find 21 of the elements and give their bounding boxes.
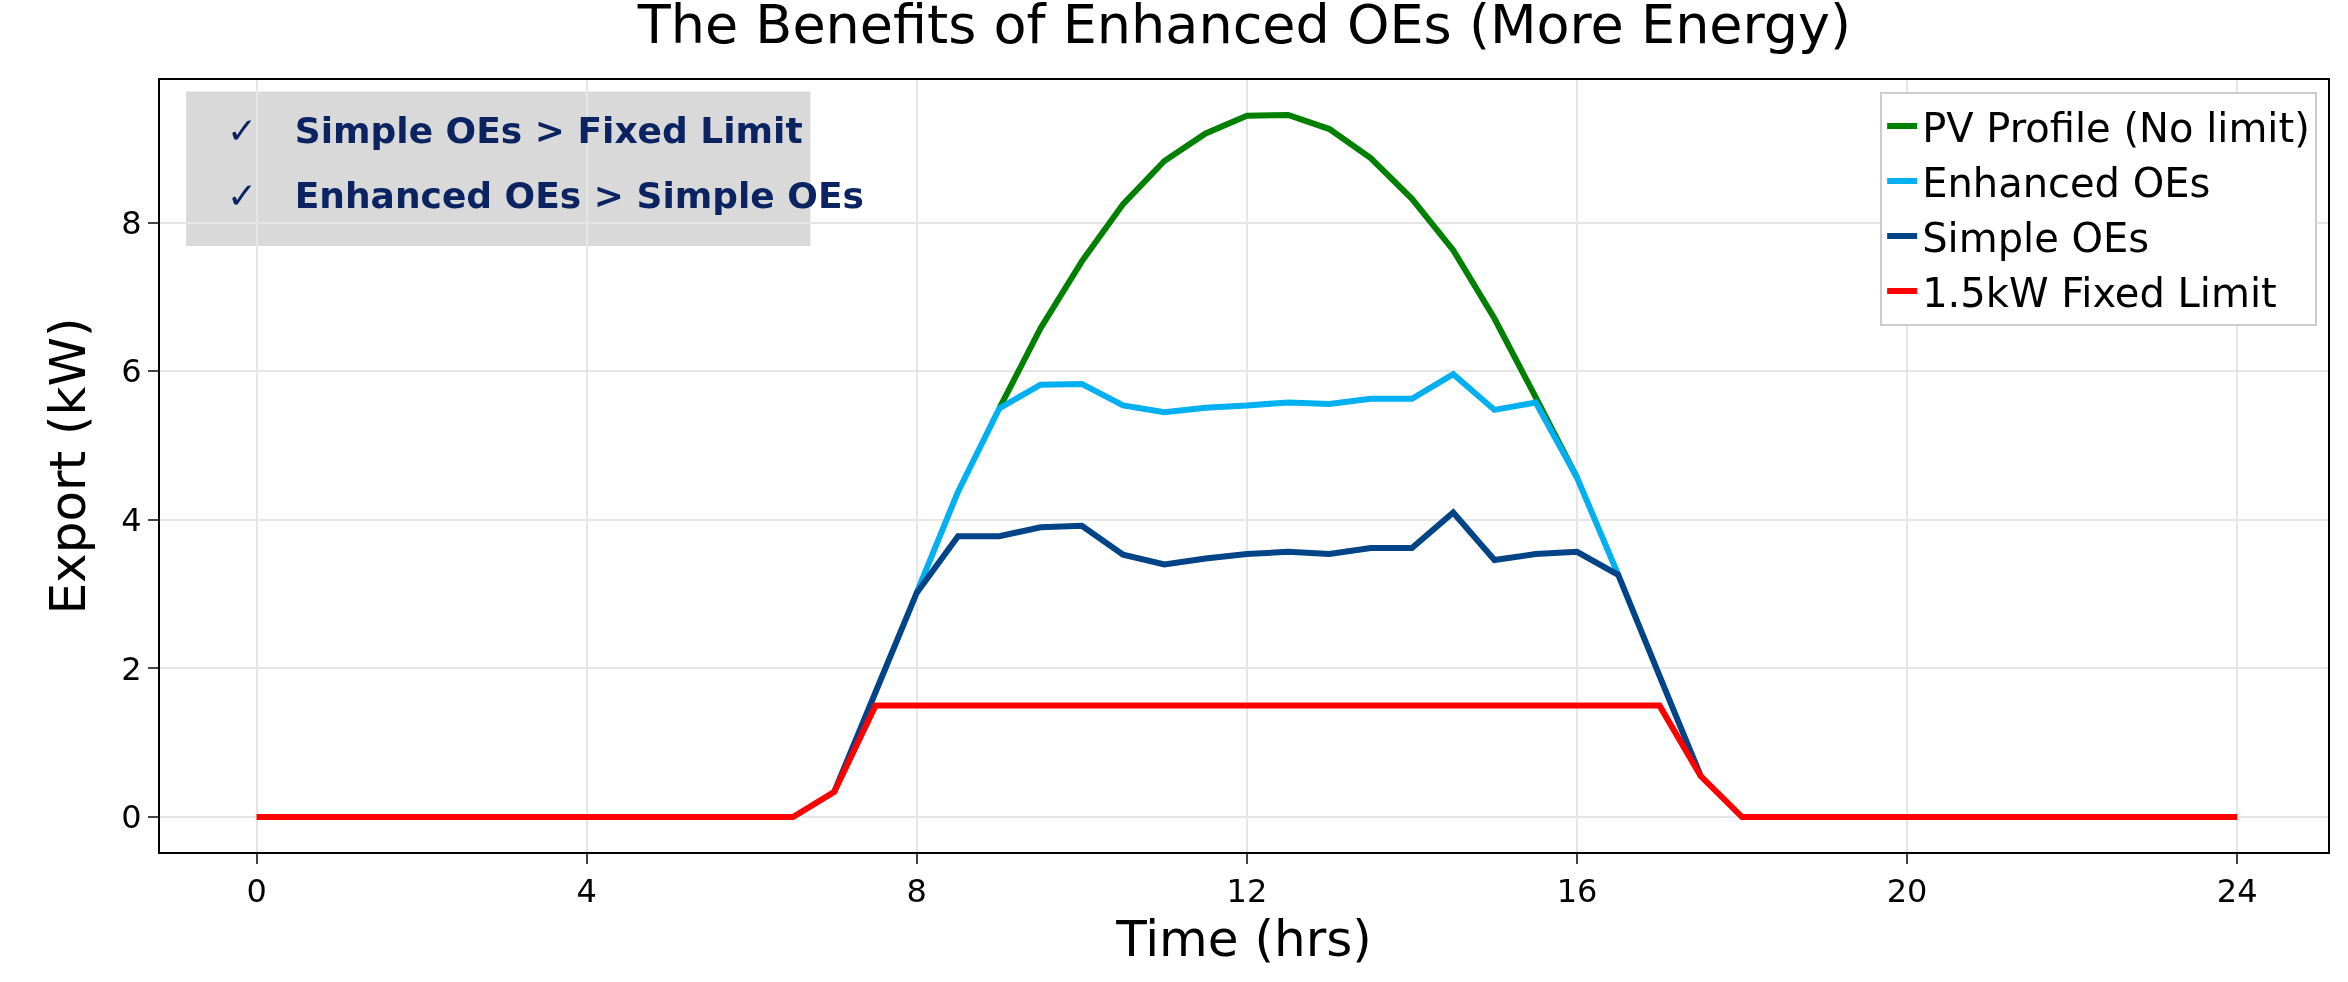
y-tick-label: 2 [121,649,142,688]
x-tick-label: 12 [1226,872,1268,911]
y-axis-title: Export (kW) [38,317,97,615]
x-tick-label: 8 [906,872,927,911]
annotation: ✓ Simple OEs > Fixed Limit [227,110,803,151]
y-tick-label: 8 [121,203,142,242]
y-tick-label: 4 [121,501,142,540]
chart-title: The Benefits of Enhanced OEs (More Energy) [636,0,1852,56]
legend-label: Simple OEs [1922,214,2150,261]
x-tick-label: 0 [246,872,267,911]
x-axis-title: Time (hrs) [1115,910,1372,969]
annotation: ✓ Enhanced OEs > Simple OEs [227,175,864,216]
x-tick-label: 16 [1556,872,1598,911]
legend-label: Enhanced OEs [1922,159,2211,206]
legend-label: 1.5kW Fixed Limit [1922,269,2277,316]
y-tick-label: 0 [121,798,142,837]
x-tick-label: 24 [2216,872,2258,911]
x-tick-label: 4 [576,872,597,911]
x-tick-label: 20 [1886,872,1928,911]
legend-label: PV Profile (No limit) [1922,104,2310,151]
y-tick-label: 6 [121,352,142,391]
